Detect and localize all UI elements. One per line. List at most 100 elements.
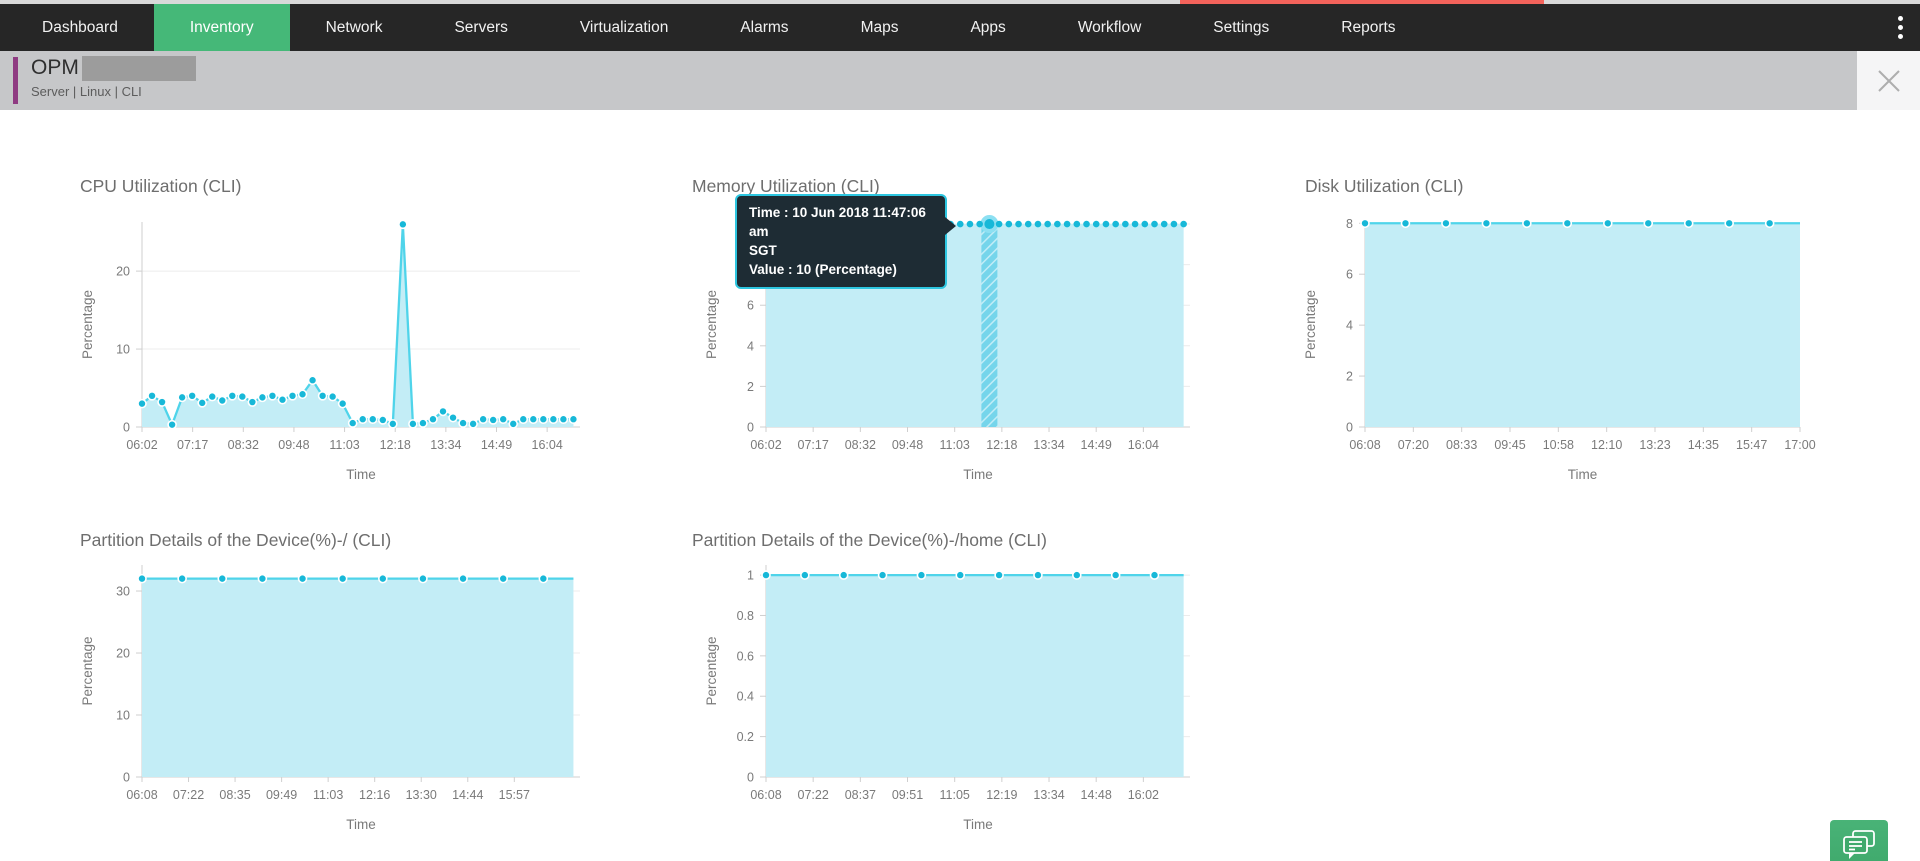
kebab-menu-icon (1897, 34, 1903, 39)
chart-title-partition-home: Partition Details of the Device(%)-/home… (692, 530, 1047, 550)
svg-text:0.8: 0.8 (737, 609, 754, 623)
svg-text:12:18: 12:18 (986, 438, 1017, 452)
chat-button[interactable] (1830, 820, 1888, 861)
svg-text:0: 0 (747, 771, 754, 785)
svg-text:6: 6 (1346, 268, 1353, 282)
svg-text:14:49: 14:49 (481, 438, 512, 452)
svg-text:4: 4 (1346, 319, 1353, 333)
chart-title-cpu: CPU Utilization (CLI) (80, 176, 242, 196)
svg-text:0: 0 (747, 421, 754, 435)
svg-text:Time: Time (1568, 467, 1598, 482)
svg-text:20: 20 (116, 647, 130, 661)
chart-tooltip: Time : 10 Jun 2018 11:47:06 am SGT Value… (735, 194, 956, 289)
nav-item-alarms[interactable]: Alarms (740, 18, 789, 36)
chart-title-disk: Disk Utilization (CLI) (1305, 176, 1464, 196)
svg-text:07:17: 07:17 (177, 438, 208, 452)
svg-text:06:02: 06:02 (750, 438, 781, 452)
nav-item-dashboard[interactable]: Dashboard (42, 18, 118, 36)
more-menu-button[interactable] (1888, 4, 1912, 51)
svg-text:0.4: 0.4 (737, 690, 754, 704)
svg-text:09:48: 09:48 (278, 438, 309, 452)
svg-text:10: 10 (116, 709, 130, 723)
nav-item-maps[interactable]: Maps (860, 18, 899, 36)
svg-text:12:16: 12:16 (359, 788, 390, 802)
svg-text:0: 0 (123, 421, 130, 435)
svg-text:09:48: 09:48 (892, 438, 923, 452)
svg-text:07:22: 07:22 (173, 788, 204, 802)
tooltip-value-line: Value : 10 (Percentage) (749, 262, 897, 277)
svg-text:11:03: 11:03 (940, 438, 970, 452)
svg-text:1: 1 (747, 569, 754, 583)
chart-title-partition-root: Partition Details of the Device(%)-/ (CL… (80, 530, 392, 550)
svg-text:11:03: 11:03 (329, 438, 359, 452)
svg-text:14:48: 14:48 (1081, 788, 1112, 802)
svg-text:08:32: 08:32 (845, 438, 876, 452)
svg-text:08:32: 08:32 (228, 438, 259, 452)
svg-text:10:58: 10:58 (1543, 438, 1574, 452)
partition-root-utilization-chart[interactable]: 0 10 20 30 06:08 07:22 08:35 09:49 11:03 12:16 13:… (78, 549, 600, 839)
svg-text:14:35: 14:35 (1688, 438, 1719, 452)
svg-text:11:05: 11:05 (940, 788, 970, 802)
svg-text:20: 20 (116, 265, 130, 279)
nav-item-network[interactable]: Network (325, 18, 383, 36)
svg-text:15:57: 15:57 (499, 788, 530, 802)
chart-title-memory: Memory Utilization (CLI) (692, 176, 880, 196)
svg-text:09:49: 09:49 (266, 788, 297, 802)
svg-text:8: 8 (1346, 217, 1353, 231)
svg-text:0.2: 0.2 (737, 730, 754, 744)
svg-text:13:34: 13:34 (1033, 438, 1064, 452)
kebab-menu-icon (1897, 16, 1903, 21)
partition-home-utilization-chart[interactable]: 0 0.2 0.4 0.6 0.8 1 06:08 07:22 08:37 09:51 11:05 1… (702, 549, 1210, 839)
svg-text:07:20: 07:20 (1398, 438, 1429, 452)
svg-text:4: 4 (747, 339, 754, 353)
cpu-utilization-chart[interactable]: 0 10 20 06:02 07:17 08:32 09:48 11:03 12:18 13:34… (78, 206, 600, 489)
svg-text:07:22: 07:22 (798, 788, 829, 802)
svg-text:2: 2 (747, 380, 754, 394)
svg-text:14:44: 14:44 (452, 788, 483, 802)
nav-item-apps[interactable]: Apps (970, 18, 1006, 36)
disk-utilization-chart[interactable]: 0 2 4 6 8 06:08 07:20 08:33 09:45 10:58 12:10 13:23… (1301, 206, 1820, 489)
progress-bar (1180, 0, 1544, 4)
svg-text:30: 30 (116, 585, 130, 599)
device-subtitle: Server | Linux | CLI (31, 84, 142, 99)
svg-text:13:34: 13:34 (1033, 788, 1064, 802)
nav-item-virtualization[interactable]: Virtualization (579, 18, 669, 36)
svg-text:12:19: 12:19 (986, 788, 1017, 802)
close-button[interactable] (1857, 51, 1920, 110)
svg-text:06:08: 06:08 (126, 788, 157, 802)
nav-item-settings[interactable]: Settings (1213, 18, 1270, 36)
svg-text:10: 10 (116, 343, 130, 357)
svg-text:08:37: 08:37 (845, 788, 876, 802)
nav-item-servers[interactable]: Servers (454, 18, 508, 36)
svg-text:09:45: 09:45 (1494, 438, 1525, 452)
tooltip-tz-line: SGT (749, 243, 777, 258)
top-nav: Dashboard Inventory Network Servers Virt… (0, 4, 1920, 51)
svg-text:14:49: 14:49 (1081, 438, 1112, 452)
svg-text:Time: Time (346, 817, 376, 832)
svg-text:06:08: 06:08 (1349, 438, 1380, 452)
svg-text:Percentage: Percentage (80, 636, 95, 705)
svg-text:13:23: 13:23 (1639, 438, 1670, 452)
nav-item-inventory[interactable]: Inventory (153, 4, 290, 51)
nav-item-workflow[interactable]: Workflow (1077, 18, 1142, 36)
svg-text:13:30: 13:30 (406, 788, 437, 802)
tooltip-time-line: Time : 10 Jun 2018 11:47:06 am (749, 205, 926, 239)
nav-item-reports[interactable]: Reports (1341, 18, 1396, 36)
svg-text:Time: Time (346, 467, 376, 482)
device-header: OPM Server | Linux | CLI (0, 51, 1857, 110)
svg-text:0.6: 0.6 (737, 649, 754, 663)
svg-text:16:04: 16:04 (1128, 438, 1159, 452)
svg-text:16:04: 16:04 (532, 438, 563, 452)
svg-text:12:18: 12:18 (380, 438, 411, 452)
device-accent-bar (13, 57, 18, 104)
chat-bubbles-icon (1843, 830, 1875, 859)
svg-text:Percentage: Percentage (1303, 290, 1318, 359)
kebab-menu-icon (1897, 25, 1903, 30)
svg-text:13:34: 13:34 (430, 438, 461, 452)
svg-text:15:47: 15:47 (1736, 438, 1767, 452)
svg-text:Percentage: Percentage (704, 290, 719, 359)
svg-text:16:02: 16:02 (1128, 788, 1159, 802)
svg-text:06:02: 06:02 (126, 438, 157, 452)
svg-text:Time: Time (963, 467, 993, 482)
